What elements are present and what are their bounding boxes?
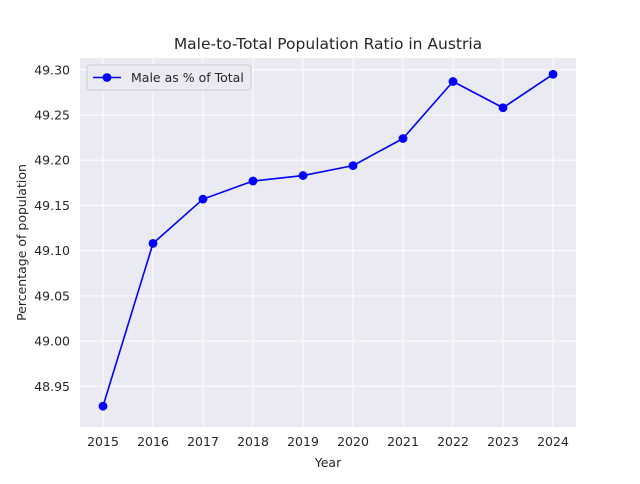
x-tick-label: 2015 [87, 434, 119, 449]
data-point-marker [348, 161, 358, 171]
y-tick-label: 49.10 [34, 243, 70, 258]
x-tick-label: 2020 [337, 434, 369, 449]
y-tick-label: 48.95 [34, 379, 70, 394]
y-tick-label: 49.30 [34, 62, 70, 77]
x-axis-label: Year [314, 455, 342, 470]
x-tick-label: 2023 [487, 434, 519, 449]
data-point-marker [248, 176, 258, 186]
x-tick-label: 2017 [187, 434, 219, 449]
legend: Male as % of Total [86, 64, 252, 91]
x-tick-label: 2024 [537, 434, 569, 449]
chart-title: Male-to-Total Population Ratio in Austri… [174, 35, 482, 53]
legend-box [86, 64, 252, 91]
data-point-marker [548, 69, 558, 79]
y-tick-label: 49.20 [34, 153, 70, 168]
grid-lines [80, 58, 576, 427]
x-tick-label: 2019 [287, 434, 319, 449]
data-point-marker [398, 134, 408, 143]
y-tick-labels: 48.95 49.00 49.05 49.10 49.15 49.20 49.25 49.30 [34, 62, 70, 394]
plot-area [80, 58, 576, 427]
y-tick-label: 49.00 [34, 334, 70, 349]
series-layer [98, 69, 558, 411]
series-line [102, 73, 554, 407]
x-tick-labels: 2015 2016 2017 2018 2019 2020 2021 2022 2023 2024 [87, 434, 569, 449]
legend-marker-swatch [102, 73, 112, 82]
data-point-marker [298, 171, 308, 180]
y-tick-label: 49.05 [34, 288, 70, 303]
x-tick-label: 2018 [237, 434, 269, 449]
legend-entry-label: Male as % of Total [131, 70, 244, 85]
y-axis-label: Percentage of population [14, 164, 29, 321]
data-point-marker [198, 194, 208, 204]
x-tick-label: 2021 [387, 434, 419, 449]
data-point-marker [98, 401, 108, 411]
x-tick-label: 2022 [437, 434, 469, 449]
data-point-marker [448, 77, 458, 86]
data-point-marker [498, 103, 508, 113]
data-point-marker [148, 239, 158, 248]
x-tick-label: 2016 [137, 434, 169, 449]
y-tick-label: 49.15 [34, 198, 70, 213]
y-tick-label: 49.25 [34, 107, 70, 122]
